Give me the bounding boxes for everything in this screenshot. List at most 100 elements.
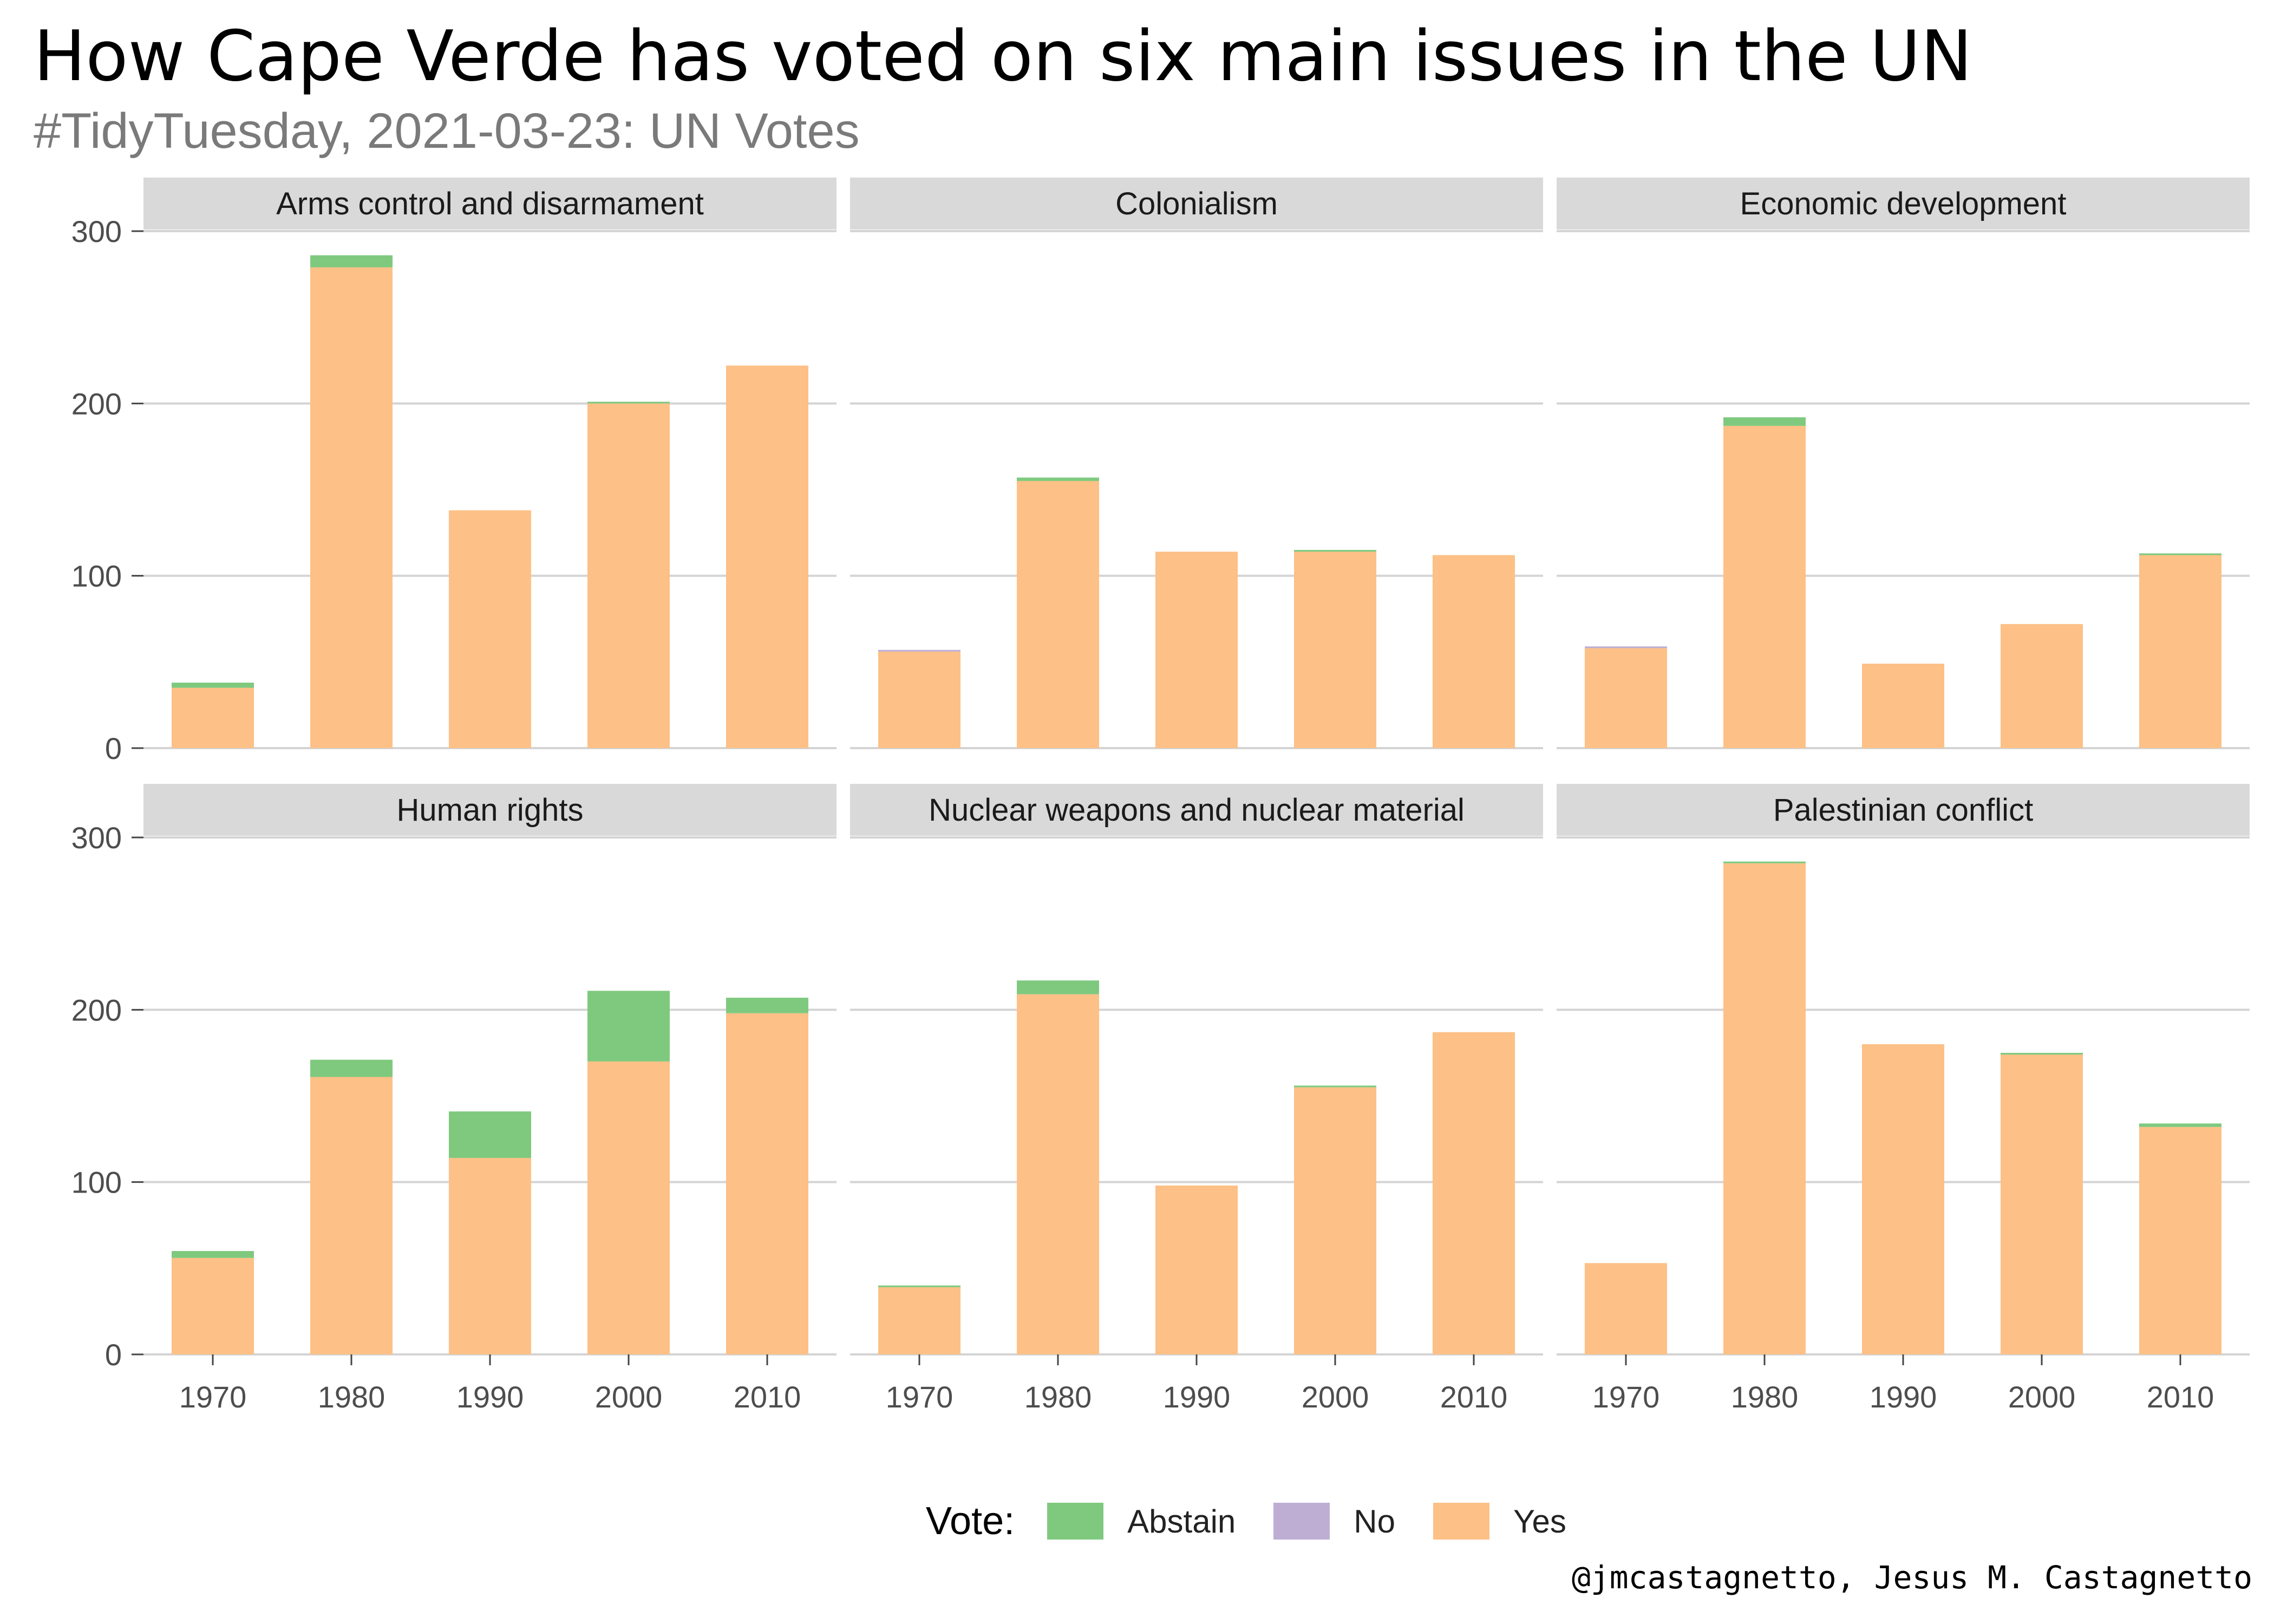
x-tick-label: 1990: [1870, 1380, 1937, 1414]
x-tick-label: 1970: [1592, 1380, 1660, 1414]
bar-abstain-1980: [310, 255, 393, 267]
facet-strip: [850, 178, 1543, 230]
bar-yes-2010: [1433, 555, 1515, 748]
bar-abstain-2010: [2139, 1123, 2221, 1127]
bar-yes-2000: [1294, 1087, 1376, 1354]
bar-yes-1970: [172, 687, 254, 748]
x-tick-label: 2000: [1302, 1380, 1369, 1414]
x-tick-label: 2000: [595, 1380, 663, 1414]
bar-yes-1970: [878, 1287, 960, 1354]
caption: @jmcastagnetto, Jesus M. Castagnetto: [1571, 1559, 2252, 1596]
bar-abstain-1970: [172, 683, 254, 688]
y-tick-label: 200: [71, 387, 122, 421]
y-tick-label: 300: [71, 214, 122, 248]
bar-yes-2010: [2139, 555, 2221, 748]
legend-label-yes: Yes: [1513, 1503, 1566, 1540]
facet-title: Human rights: [397, 793, 584, 828]
x-tick-label: 1980: [1731, 1380, 1799, 1414]
bar-yes-1990: [449, 510, 531, 748]
bar-yes-1980: [310, 267, 393, 749]
x-tick-label: 1990: [456, 1380, 524, 1414]
bar-yes-2000: [2001, 1055, 2083, 1354]
facet-title: Colonialism: [1115, 186, 1278, 221]
bar-yes-1990: [449, 1158, 531, 1354]
bar-yes-1990: [1155, 1186, 1238, 1354]
bar-abstain-1980: [1723, 861, 1806, 863]
legend-swatch-abstain: [1047, 1503, 1104, 1540]
bar-abstain-2000: [1294, 1085, 1376, 1088]
facet-title: Nuclear weapons and nuclear material: [929, 793, 1465, 828]
facet-title: Palestinian conflict: [1773, 793, 2033, 828]
bar-no-1970: [1585, 646, 1667, 649]
bar-abstain-2000: [1294, 549, 1376, 552]
chart-title: How Cape Verde has voted on six main iss…: [34, 16, 1972, 97]
bar-yes-1970: [1585, 648, 1667, 748]
bar-yes-1990: [1862, 1044, 1944, 1354]
legend-title: Vote:: [926, 1499, 1015, 1543]
bar-abstain-2010: [726, 998, 808, 1013]
y-tick-label: 300: [71, 821, 122, 855]
y-tick-label: 0: [105, 1338, 122, 1372]
bar-abstain-2000: [587, 402, 670, 404]
bar-yes-2010: [726, 365, 808, 748]
legend-label-abstain: Abstain: [1127, 1503, 1236, 1540]
legend-item-abstain: Abstain: [1047, 1503, 1236, 1540]
x-tick-label: 2010: [2147, 1380, 2214, 1414]
x-tick-label: 1970: [886, 1380, 953, 1414]
legend-swatch-no: [1273, 1503, 1330, 1540]
x-tick-label: 1970: [179, 1380, 247, 1414]
bar-yes-2000: [1294, 552, 1376, 748]
bar-abstain-2000: [587, 991, 670, 1062]
bar-abstain-1970: [878, 1285, 960, 1287]
chart-subtitle: #TidyTuesday, 2021-03-23: UN Votes: [34, 103, 860, 159]
facet-strip: [143, 178, 837, 230]
bar-yes-1990: [1155, 552, 1238, 748]
facet-title: Economic development: [1740, 186, 2067, 221]
bar-abstain-1980: [1723, 417, 1806, 426]
legend: Vote: Abstain No Yes: [0, 1483, 2274, 1559]
x-tick-label: 1990: [1163, 1380, 1231, 1414]
bar-yes-2010: [1433, 1032, 1515, 1354]
bar-yes-1980: [1723, 425, 1806, 748]
facet-strip: [143, 784, 837, 836]
bar-yes-2000: [587, 1061, 670, 1354]
bar-yes-1970: [878, 651, 960, 748]
facet-strip: [1557, 178, 2250, 230]
x-tick-label: 2010: [734, 1380, 801, 1414]
facet-strip: [850, 784, 1543, 836]
bar-yes-1970: [1585, 1263, 1667, 1354]
bar-abstain-1980: [310, 1059, 393, 1077]
bar-yes-2010: [2139, 1127, 2221, 1354]
bar-abstain-1980: [1017, 980, 1099, 994]
y-tick-label: 100: [71, 559, 122, 593]
x-tick-label: 1980: [1024, 1380, 1092, 1414]
bar-abstain-2000: [2001, 1052, 2083, 1055]
bar-yes-2000: [587, 403, 670, 748]
bar-no-1970: [878, 650, 960, 652]
bar-yes-2000: [2001, 624, 2083, 748]
y-tick-label: 200: [71, 993, 122, 1027]
bar-yes-1980: [310, 1077, 393, 1354]
legend-swatch-yes: [1433, 1503, 1489, 1540]
bar-yes-2010: [726, 1013, 808, 1354]
x-tick-label: 2010: [1440, 1380, 1508, 1414]
legend-item-yes: Yes: [1433, 1503, 1566, 1540]
bar-yes-1980: [1017, 481, 1099, 748]
facet-strip: [1557, 784, 2250, 836]
facet-title: Arms control and disarmament: [276, 186, 704, 221]
bar-abstain-2010: [2139, 553, 2221, 555]
x-tick-label: 1980: [318, 1380, 385, 1414]
bar-abstain-1980: [1017, 477, 1099, 481]
bar-yes-1980: [1723, 863, 1806, 1354]
faceted-bar-chart: Arms control and disarmament 0 100 200 300 Co…: [71, 178, 2250, 1414]
x-tick-label: 2000: [2008, 1380, 2076, 1414]
bar-abstain-1970: [172, 1251, 254, 1258]
y-tick-label: 100: [71, 1165, 122, 1200]
legend-label-no: No: [1354, 1503, 1395, 1540]
bar-yes-1990: [1862, 664, 1944, 748]
bar-yes-1970: [172, 1258, 254, 1354]
bar-yes-1980: [1017, 994, 1099, 1354]
bar-abstain-1990: [449, 1111, 531, 1158]
y-tick-label: 0: [105, 731, 122, 765]
legend-item-no: No: [1273, 1503, 1395, 1540]
